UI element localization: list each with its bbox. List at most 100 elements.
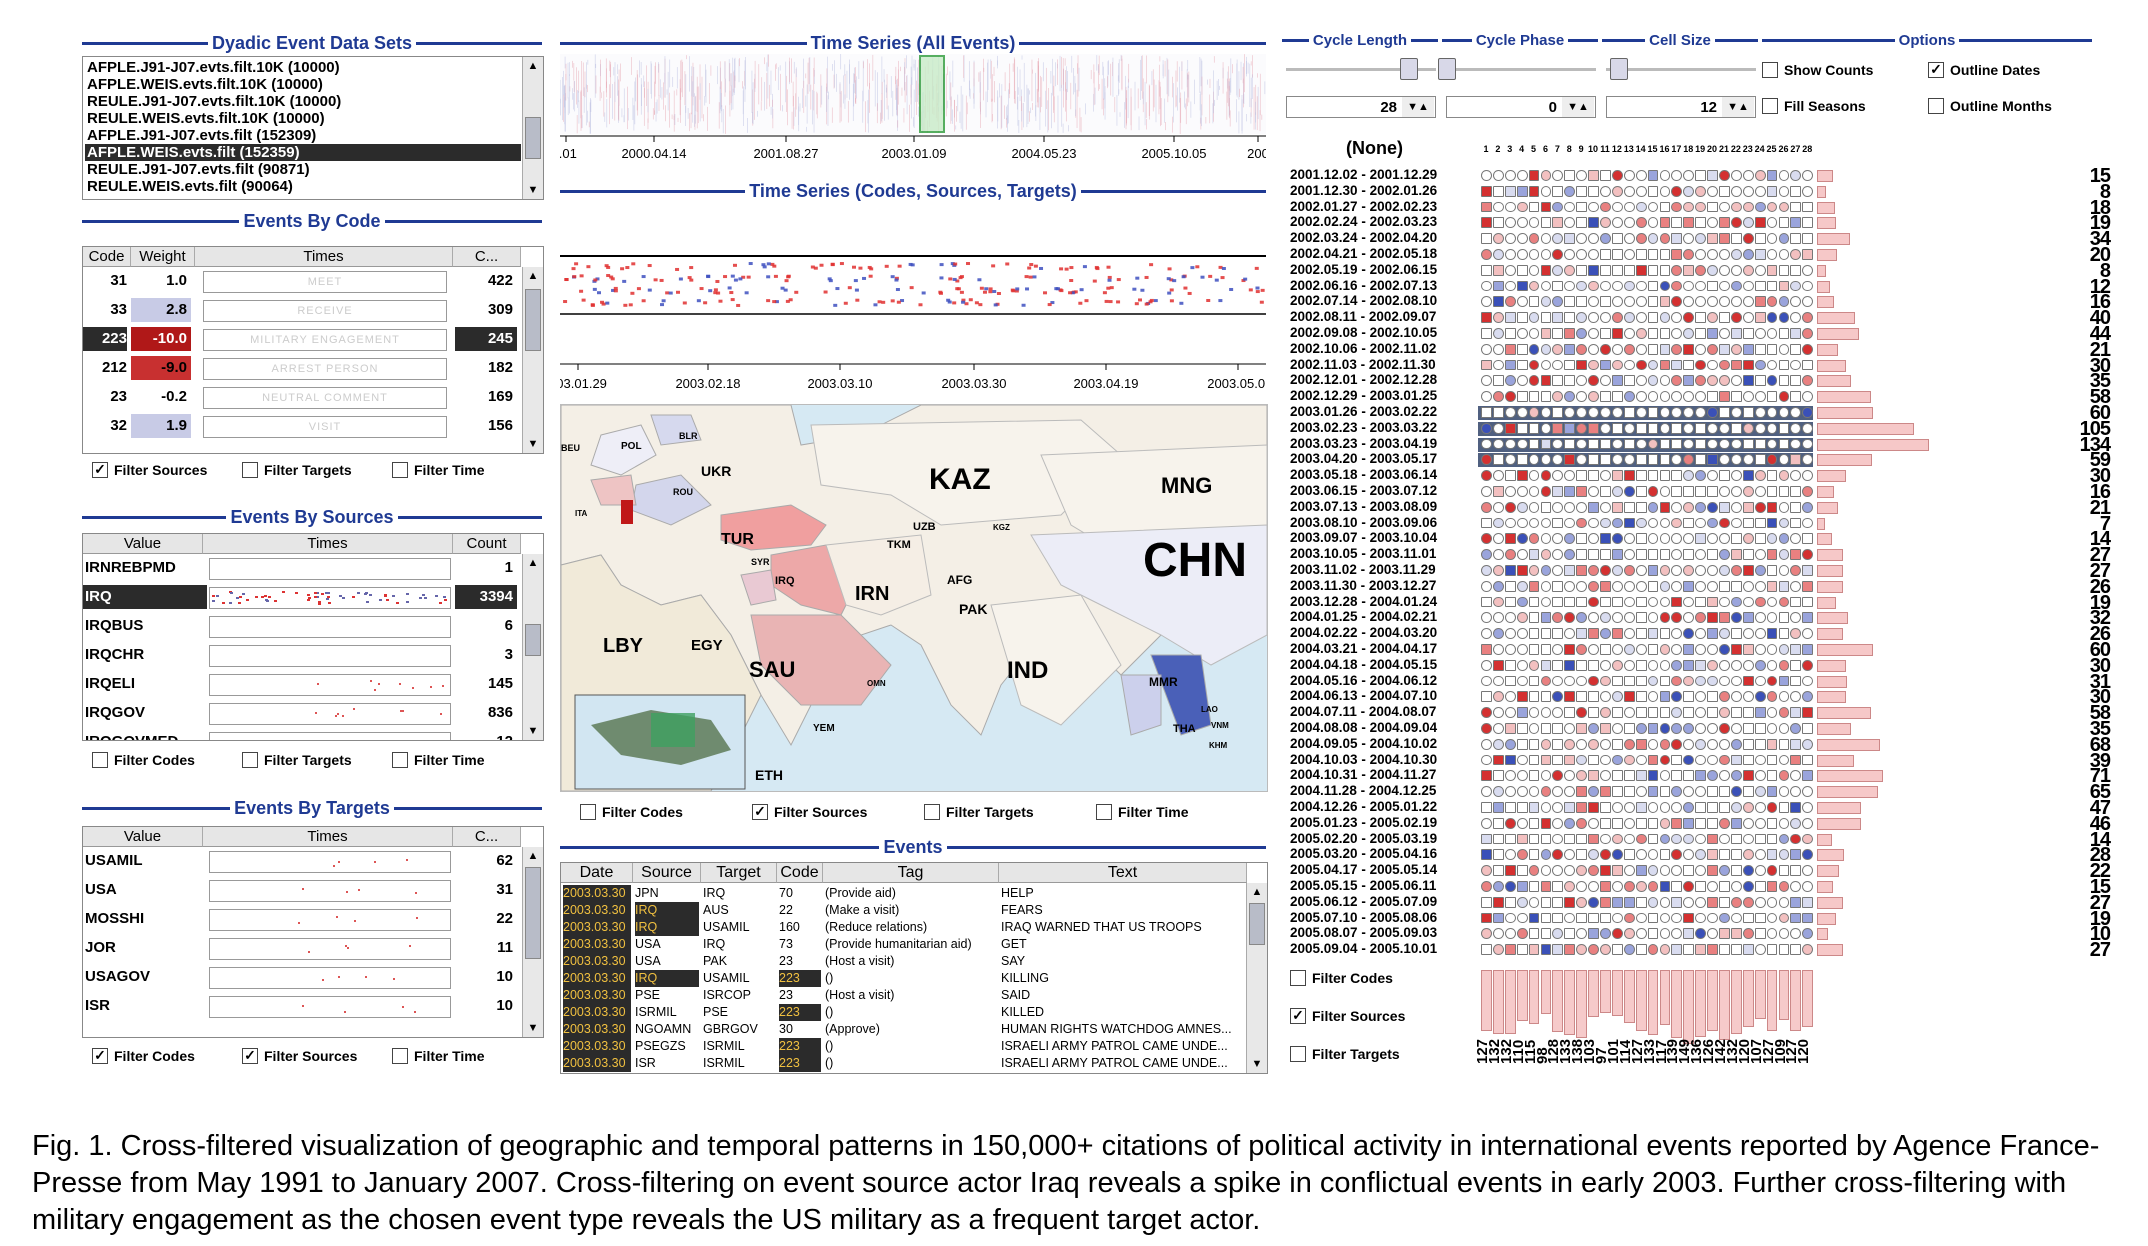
- cycle-cell[interactable]: [1540, 754, 1552, 766]
- cycle-cell[interactable]: [1671, 470, 1683, 482]
- cycle-cell[interactable]: [1540, 707, 1552, 719]
- cycle-cell[interactable]: [1504, 280, 1516, 292]
- cycle-cell[interactable]: [1492, 170, 1504, 181]
- cycle-cell[interactable]: [1766, 501, 1778, 513]
- cycle-cell[interactable]: [1504, 754, 1516, 766]
- world-map[interactable]: KAZ MNG CHN UKR POL BLR ROU TUR UZB TKM KGZ IRN IRQ S…: [560, 404, 1268, 792]
- cycle-cell[interactable]: [1588, 596, 1599, 608]
- src-filter-1[interactable]: Filter Targets: [242, 752, 352, 768]
- cycle-cell[interactable]: [1492, 849, 1504, 861]
- cycle-cell[interactable]: [1742, 580, 1754, 592]
- cycle-cell[interactable]: [1516, 391, 1528, 403]
- cycle-cell[interactable]: [1623, 770, 1635, 782]
- slider-track[interactable]: [1286, 68, 1436, 71]
- cycle-cell[interactable]: [1611, 170, 1623, 181]
- cycle-cell[interactable]: [1790, 580, 1802, 592]
- cycle-cell[interactable]: [1778, 691, 1790, 703]
- cycle-cell[interactable]: [1504, 896, 1516, 908]
- cycle-cell[interactable]: [1778, 628, 1790, 640]
- cycle-cell[interactable]: [1540, 233, 1552, 245]
- cycle-cell[interactable]: [1647, 881, 1659, 892]
- cycle-cell[interactable]: [1742, 738, 1754, 750]
- cycle-cell[interactable]: [1695, 454, 1707, 466]
- cycle-cell[interactable]: [1576, 580, 1588, 592]
- cycle-cell[interactable]: [1754, 470, 1766, 482]
- cycle-cell[interactable]: [1790, 833, 1802, 845]
- cycle-cell[interactable]: [1528, 738, 1540, 750]
- cycle-cell[interactable]: [1742, 312, 1754, 324]
- cycle-cell[interactable]: [1802, 675, 1814, 687]
- cycle-cell[interactable]: [1504, 802, 1516, 813]
- cycle-cell[interactable]: [1802, 422, 1814, 434]
- cycle-cell[interactable]: [1600, 881, 1611, 892]
- cycle-cell[interactable]: [1671, 422, 1683, 434]
- cycle-cell[interactable]: [1790, 675, 1802, 687]
- cycle-cell[interactable]: [1647, 296, 1659, 308]
- cycle-cell[interactable]: [1659, 912, 1671, 924]
- cycle-cell[interactable]: [1588, 675, 1599, 687]
- cycle-cell[interactable]: [1754, 912, 1766, 924]
- cycle-cell[interactable]: [1695, 881, 1707, 892]
- cycle-cell[interactable]: [1552, 312, 1564, 324]
- cycle-cell[interactable]: [1802, 928, 1814, 940]
- cycle-cell[interactable]: [1564, 770, 1576, 782]
- cycle-cell[interactable]: [1683, 612, 1695, 624]
- cycle-cell[interactable]: [1588, 501, 1599, 513]
- cycle-cell[interactable]: [1683, 312, 1695, 324]
- cycle-cell[interactable]: [1623, 422, 1635, 434]
- cycle-cell[interactable]: [1778, 881, 1790, 892]
- events-by-sources-table[interactable]: ▲ ▼ Value Times Count IRNREBPMD 1 IRQ 3394 IRQBU…: [82, 533, 544, 741]
- cycle-cell[interactable]: [1611, 217, 1623, 229]
- cycle-cell[interactable]: [1611, 233, 1623, 245]
- cycle-cell[interactable]: [1790, 359, 1802, 371]
- cycle-cell[interactable]: [1647, 407, 1659, 418]
- cycle-cell[interactable]: [1719, 565, 1730, 576]
- cycle-cell[interactable]: [1528, 391, 1540, 403]
- cycle-cell[interactable]: [1492, 675, 1504, 687]
- map-filter-2[interactable]: Filter Targets: [924, 804, 1034, 820]
- cycle-cell[interactable]: [1588, 296, 1599, 308]
- cycle-cell[interactable]: [1576, 628, 1588, 640]
- cycle-cell[interactable]: [1516, 201, 1528, 213]
- cycle-cell[interactable]: [1564, 343, 1576, 355]
- cycle-cell[interactable]: [1742, 501, 1754, 513]
- checkbox[interactable]: [92, 752, 108, 768]
- cycle-cell[interactable]: [1647, 659, 1659, 671]
- checkbox[interactable]: [242, 462, 258, 478]
- cycle-cell[interactable]: [1481, 896, 1492, 908]
- cycle-cell[interactable]: [1659, 928, 1671, 940]
- cycle-cell[interactable]: [1778, 817, 1790, 829]
- cycle-cell[interactable]: [1802, 375, 1814, 387]
- source-cell[interactable]: IRQBUS: [85, 617, 144, 634]
- dataset-item[interactable]: REULE.J91-J07.evts.filt (90871): [87, 161, 310, 178]
- cycle-cell[interactable]: [1540, 912, 1552, 924]
- cycle-cell[interactable]: [1695, 659, 1707, 671]
- cycle-cell[interactable]: [1611, 865, 1623, 877]
- cycle-cell[interactable]: [1528, 264, 1540, 276]
- cycle-cell[interactable]: [1600, 185, 1611, 197]
- cycle-cell[interactable]: [1754, 517, 1766, 529]
- cycle-cell[interactable]: [1492, 628, 1504, 640]
- event-cell[interactable]: ISR: [635, 1056, 656, 1070]
- cycle-cell[interactable]: [1707, 738, 1718, 750]
- cycle-cell[interactable]: [1492, 422, 1504, 434]
- cycle-cell[interactable]: [1611, 201, 1623, 213]
- event-cell[interactable]: 23: [779, 954, 793, 968]
- cycle-cell[interactable]: [1754, 833, 1766, 845]
- cycle-cell[interactable]: [1552, 565, 1564, 576]
- cycle-cell[interactable]: [1790, 754, 1802, 766]
- cycle-cell[interactable]: [1623, 928, 1635, 940]
- cycle-cell[interactable]: [1576, 533, 1588, 545]
- cycle-cell[interactable]: [1695, 644, 1707, 655]
- cycle-cell[interactable]: [1540, 659, 1552, 671]
- cycle-cell[interactable]: [1707, 280, 1718, 292]
- cycle-cell[interactable]: [1481, 565, 1492, 576]
- cycle-cell[interactable]: [1552, 391, 1564, 403]
- cycle-cell[interactable]: [1742, 928, 1754, 940]
- cycle-cell[interactable]: [1671, 944, 1683, 956]
- cycle-cell[interactable]: [1528, 280, 1540, 292]
- cycle-cell[interactable]: [1504, 328, 1516, 339]
- cycle-cell[interactable]: [1695, 928, 1707, 940]
- cycle-cell[interactable]: [1588, 486, 1599, 497]
- cycle-cell[interactable]: [1516, 723, 1528, 734]
